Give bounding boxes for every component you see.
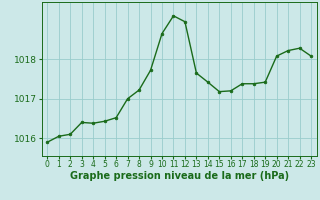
X-axis label: Graphe pression niveau de la mer (hPa): Graphe pression niveau de la mer (hPa) [70, 171, 289, 181]
